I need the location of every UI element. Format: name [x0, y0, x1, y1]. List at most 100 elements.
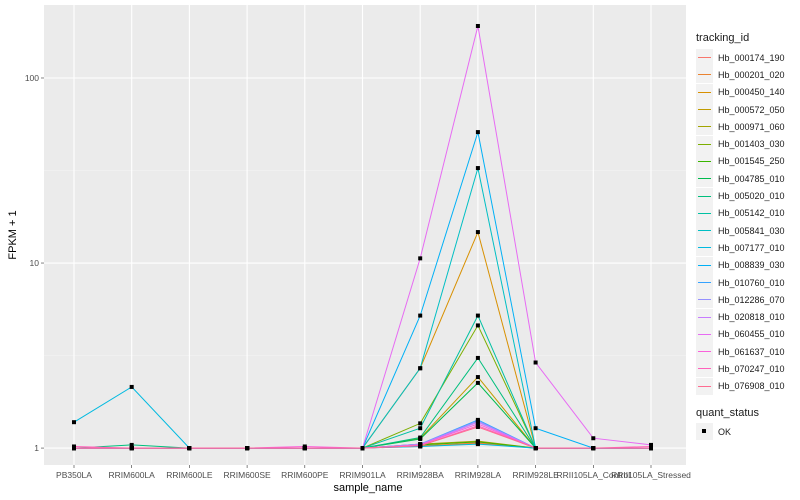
plot-panel — [44, 5, 686, 465]
data-point — [418, 256, 423, 261]
legend-label: Hb_000971_060 — [718, 121, 785, 132]
line-key-icon — [696, 256, 713, 274]
x-tick-label: RRIM600SE — [223, 470, 271, 480]
legend-label: Hb_004785_010 — [718, 173, 785, 184]
shape-legend-title: quant_status — [696, 406, 759, 419]
legend-label: Hb_007177_010 — [718, 242, 785, 253]
legend-item: Hb_000971_060 — [696, 118, 785, 136]
x-tick-label: RRIM928BA — [397, 470, 445, 480]
data-point — [475, 442, 480, 447]
legend: tracking_id Hb_000174_190 Hb_000201_020 Hb… — [696, 32, 785, 441]
data-point — [533, 360, 538, 365]
data-point — [475, 323, 480, 328]
legend-label: Hb_010760_010 — [718, 277, 785, 288]
data-point — [533, 446, 538, 451]
data-point — [418, 421, 423, 426]
line-key-icon — [696, 187, 713, 205]
data-point — [475, 23, 480, 28]
data-point — [475, 439, 480, 444]
legend-item: Hb_001403_030 — [696, 135, 785, 153]
legend-title: tracking_id — [696, 32, 750, 44]
legend-label: Hb_001403_030 — [718, 139, 785, 150]
legend-label: Hb_012286_070 — [718, 294, 785, 305]
data-point — [591, 436, 596, 441]
legend-item: Hb_061637_010 — [696, 343, 785, 361]
legend-label: Hb_005020_010 — [718, 191, 785, 202]
line-key-icon — [696, 152, 713, 170]
legend-label: Hb_000174_190 — [718, 52, 785, 63]
data-point — [418, 313, 423, 318]
x-tick-label: RRII105LA_Control — [556, 470, 630, 480]
data-point — [475, 230, 480, 235]
data-point — [475, 166, 480, 171]
x-tick-label: PB350LA — [56, 470, 92, 480]
line-key-icon — [696, 204, 713, 222]
data-point — [72, 420, 76, 425]
line-key-icon — [696, 274, 713, 291]
data-point — [475, 355, 480, 360]
x-tick-label: RRIM600LE — [166, 470, 213, 480]
data-point — [475, 380, 480, 385]
legend-label: Hb_000572_050 — [718, 104, 785, 115]
legend-label: Hb_008839_030 — [718, 260, 785, 271]
legend-label: Hb_005841_030 — [718, 225, 785, 236]
point-key-icon — [696, 423, 713, 441]
legend-item: Hb_070247_010 — [696, 360, 785, 378]
data-point — [129, 442, 134, 447]
line-key-icon — [696, 239, 713, 257]
data-point — [475, 313, 480, 318]
data-point — [533, 426, 538, 431]
legend-label: Hb_005142_010 — [718, 208, 785, 219]
shape-legend-label: OK — [718, 426, 732, 437]
data-point — [418, 426, 423, 431]
line-key-icon — [696, 377, 713, 395]
legend-item: Hb_000450_140 — [696, 83, 785, 101]
shape-legend-item: OK — [696, 423, 785, 441]
legend-item: Hb_000174_190 — [696, 49, 785, 67]
line-key-icon — [696, 222, 713, 240]
legend-label: Hb_020818_010 — [718, 312, 785, 323]
legend-item: Hb_007177_010 — [696, 239, 785, 257]
data-point — [649, 446, 653, 451]
data-point — [72, 446, 76, 451]
legend-item: Hb_000201_020 — [696, 66, 785, 84]
x-tick-label: RRIM928LE — [512, 470, 559, 480]
data-point — [245, 446, 250, 451]
data-point — [360, 446, 365, 451]
legend-item: Hb_012286_070 — [696, 291, 785, 309]
y-tick-label: 100 — [25, 73, 39, 83]
data-point — [129, 384, 134, 389]
legend-item: Hb_010760_010 — [696, 274, 785, 291]
legend-item: Hb_020818_010 — [696, 308, 785, 326]
y-axis-label: FPKM + 1 — [7, 210, 19, 259]
legend-label: Hb_060455_010 — [718, 329, 785, 340]
x-tick-label: RRIM600PE — [281, 470, 329, 480]
legend-item: Hb_005142_010 — [696, 204, 785, 222]
legend-label: Hb_000450_140 — [718, 87, 785, 98]
line-key-icon — [696, 343, 713, 361]
y-tick-label: 10 — [30, 258, 40, 268]
line-key-icon — [696, 308, 713, 326]
data-point — [475, 424, 480, 429]
data-point — [418, 435, 423, 440]
line-key-icon — [696, 101, 713, 119]
data-point — [475, 375, 480, 380]
legend-label: Hb_076908_010 — [718, 381, 785, 392]
data-point — [418, 366, 423, 371]
line-key-icon — [696, 83, 713, 101]
data-point — [187, 446, 192, 451]
line-key-icon — [696, 170, 713, 188]
legend-label: Hb_061637_010 — [718, 346, 785, 357]
line-key-icon — [696, 291, 713, 309]
data-point — [129, 446, 134, 451]
line-key-icon — [696, 135, 713, 153]
legend-item: Hb_008839_030 — [696, 256, 785, 274]
x-tick-label: RRIM928LA — [455, 470, 502, 480]
line-key-icon — [696, 360, 713, 378]
legend-item: Hb_004785_010 — [696, 170, 785, 188]
line-key-icon — [696, 49, 713, 67]
y-tick-label: 1 — [34, 443, 39, 453]
legend-item: Hb_000572_050 — [696, 101, 785, 119]
